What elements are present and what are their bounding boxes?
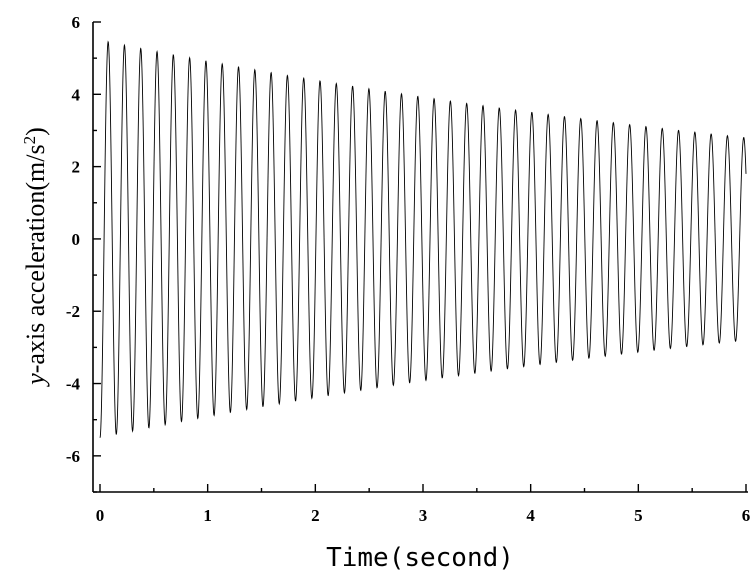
x-tick-label: 4 bbox=[526, 506, 535, 525]
y-axis-title-sup: 2 bbox=[20, 136, 39, 145]
y-ticks: 6 4 2 0 -2 -4 -6 bbox=[66, 13, 101, 493]
y-tick-label: 6 bbox=[72, 13, 81, 32]
x-tick-label: 3 bbox=[419, 506, 428, 525]
y-axis-title-italic: y bbox=[21, 373, 50, 388]
series-line bbox=[99, 40, 747, 438]
y-tick-label: 4 bbox=[72, 85, 81, 104]
y-tick-label: -2 bbox=[66, 302, 80, 321]
y-tick-label: 2 bbox=[72, 158, 81, 177]
x-tick-label: 2 bbox=[311, 506, 320, 525]
y-tick-label: -6 bbox=[66, 447, 80, 466]
x-tick-label: 1 bbox=[203, 506, 212, 525]
x-tick-label: 6 bbox=[742, 506, 751, 525]
plot-area: 6 4 2 0 -2 -4 -6 0 1 2 3 4 5 6 bbox=[66, 13, 750, 525]
y-axis-title: y-axis acceleration(m/s2) bbox=[20, 127, 51, 388]
y-tick-label: 0 bbox=[72, 230, 81, 249]
x-tick-label: 0 bbox=[96, 506, 105, 525]
y-axis-title-main: -axis acceleration(m/s bbox=[21, 144, 50, 373]
x-axis-title: Time(second) bbox=[326, 543, 514, 573]
y-axis-title-close: ) bbox=[21, 127, 50, 136]
x-ticks: 0 1 2 3 4 5 6 bbox=[96, 484, 751, 525]
x-tick-label: 5 bbox=[634, 506, 643, 525]
y-tick-label: -4 bbox=[66, 375, 81, 394]
